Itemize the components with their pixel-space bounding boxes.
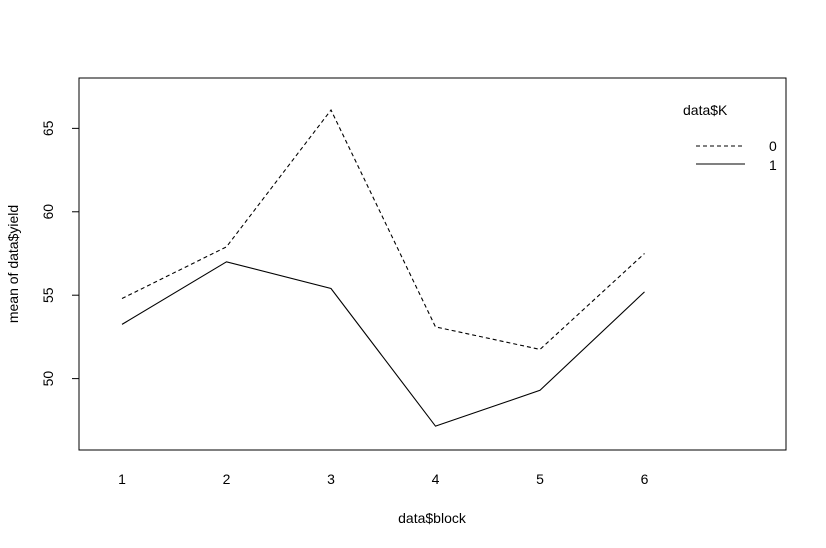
y-tick-label: 55 [40, 287, 56, 303]
x-tick-label: 1 [118, 471, 126, 487]
x-axis: 1 2 3 4 5 6 [118, 471, 649, 487]
series-layer [121, 108, 645, 427]
x-axis-label: data$block [398, 510, 467, 526]
legend-title: data$K [683, 102, 728, 118]
plot-frame [78, 77, 787, 451]
y-axis: 50 55 60 65 [40, 120, 79, 386]
x-tick-label: 4 [432, 471, 440, 487]
legend: data$K 0 1 [683, 102, 777, 173]
x-tick-label: 3 [327, 471, 335, 487]
x-tick-label: 6 [641, 471, 649, 487]
y-tick-label: 50 [40, 371, 56, 387]
series-line-1 [121, 261, 645, 427]
series-line-0 [121, 108, 645, 351]
y-tick-label: 65 [40, 120, 56, 136]
legend-entry-0: 0 [769, 138, 777, 154]
y-tick-label: 60 [40, 204, 56, 220]
y-axis-label: mean of data$yield [5, 205, 21, 323]
legend-entry-1: 1 [769, 157, 777, 173]
x-tick-label: 2 [223, 471, 231, 487]
x-tick-label: 5 [536, 471, 544, 487]
